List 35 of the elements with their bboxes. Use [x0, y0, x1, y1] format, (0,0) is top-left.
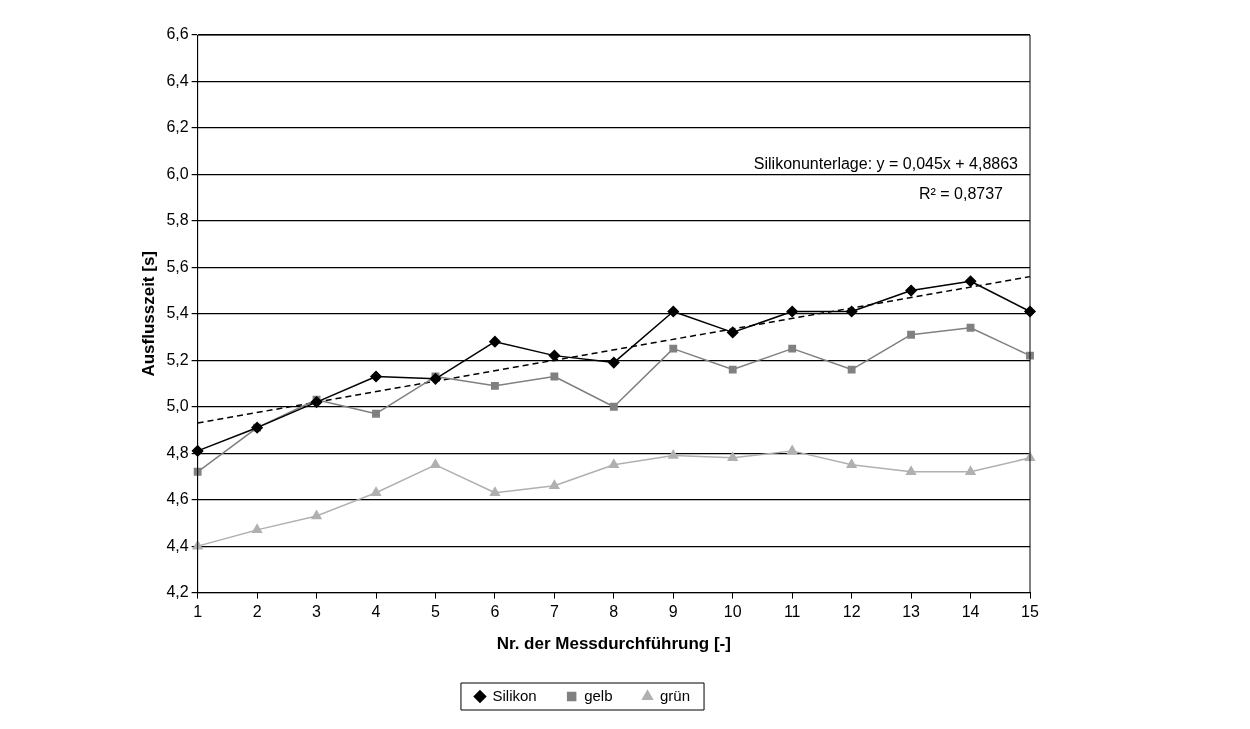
y-tick-label: 4,2 — [166, 583, 189, 601]
annotation: R² = 0,8737 — [918, 184, 1004, 202]
y-tick-label: 4,6 — [166, 490, 189, 508]
x-tick-label: 5 — [431, 603, 441, 621]
legend-label: grün — [660, 686, 691, 704]
x-tick-label: 7 — [549, 603, 559, 621]
x-tick-label: 12 — [842, 603, 861, 621]
y-tick-label: 5,6 — [166, 257, 189, 275]
x-tick-label: 9 — [668, 603, 678, 621]
x-tick-label: 13 — [902, 603, 921, 621]
x-tick-label: 8 — [609, 603, 619, 621]
y-tick-label: 6,6 — [166, 25, 189, 43]
legend-label: Silikon — [492, 686, 537, 704]
annotation: Silikonunterlage: y = 0,045x + 4,8863 — [753, 154, 1019, 172]
x-tick-label: 15 — [1021, 603, 1039, 621]
y-tick-label: 5,4 — [166, 304, 189, 322]
y-tick-label: 4,8 — [166, 443, 189, 461]
x-tick-label: 14 — [961, 603, 980, 621]
x-tick-label: 2 — [252, 603, 262, 621]
y-axis-title: Ausflusszeit [s] — [138, 250, 158, 377]
x-tick-label: 1 — [193, 603, 203, 621]
y-tick-label: 5,2 — [166, 350, 189, 368]
legend-label: gelb — [584, 686, 613, 704]
y-tick-label: 6,2 — [166, 118, 189, 136]
x-axis-title: Nr. der Messdurchführung [-] — [496, 634, 731, 654]
x-tick-label: 3 — [312, 603, 322, 621]
x-tick-label: 4 — [371, 603, 381, 621]
x-tick-label: 11 — [783, 603, 801, 621]
y-tick-label: 6,4 — [166, 71, 189, 89]
y-tick-label: 4,4 — [166, 536, 189, 554]
x-tick-label: 6 — [490, 603, 500, 621]
y-tick-label: 5,0 — [166, 397, 189, 415]
y-tick-label: 6,0 — [166, 164, 189, 182]
y-tick-label: 5,8 — [166, 211, 189, 229]
x-tick-label: 10 — [723, 603, 742, 621]
